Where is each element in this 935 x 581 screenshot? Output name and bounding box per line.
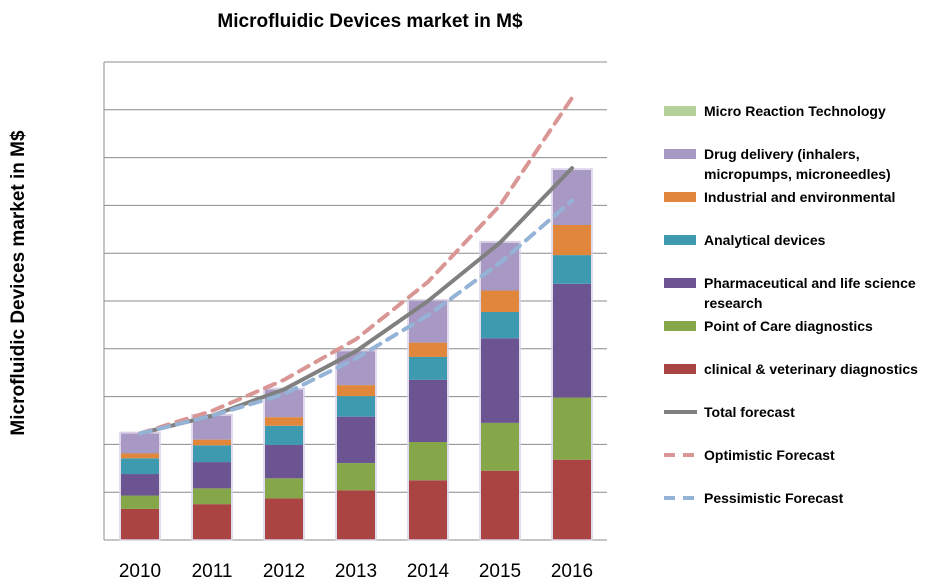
legend-label-5-0: Point of Care diagnostics (704, 318, 873, 334)
bar-2013-series-4 (337, 385, 375, 397)
legend-swatch-2 (664, 192, 696, 202)
legend-label-6-0: clinical & veterinary diagnostics (704, 361, 918, 377)
bar-2016-series-0 (553, 459, 591, 540)
bar-2012-series-3 (265, 425, 303, 445)
legend-swatch-0 (664, 106, 696, 116)
bar-2012-series-1 (265, 478, 303, 499)
bar-2015-series-1 (481, 422, 519, 471)
legend: Micro Reaction Technology Drug delivery (… (664, 103, 918, 506)
x-tick-label: 2013 (335, 561, 377, 581)
legend-label-8-0: Optimistic Forecast (704, 447, 835, 463)
x-tick-label: 2015 (479, 561, 521, 581)
x-tick-label: 2012 (263, 561, 305, 581)
bar-2011-series-3 (193, 445, 231, 463)
bar-2012-series-0 (265, 498, 303, 540)
legend-label-0-0: Micro Reaction Technology (704, 103, 886, 119)
bar-2016-series-4 (553, 224, 591, 256)
bar-2011-series-5 (193, 415, 231, 440)
forecast-line-1 (138, 95, 574, 436)
bar-2015-series-2 (481, 338, 519, 423)
bar-2011-series-4 (193, 439, 231, 446)
bar-2013-series-0 (337, 490, 375, 540)
bar-2014-series-0 (409, 480, 447, 540)
x-tick-label: 2011 (192, 561, 233, 581)
bar-2010-series-1 (121, 495, 159, 509)
legend-label-9-0: Pessimistic Forecast (704, 490, 844, 506)
chart-title: Microfluidic Devices market in M$ (217, 11, 523, 32)
legend-label-1-0: Drug delivery (inhalers, (704, 146, 860, 162)
legend-label-7-0: Total forecast (704, 404, 795, 420)
bar-2012-series-2 (265, 444, 303, 479)
x-tick-label: 2010 (119, 561, 161, 581)
bar-2011-series-1 (193, 488, 231, 505)
bar-2015-series-4 (481, 290, 519, 312)
bar-2014-series-1 (409, 442, 447, 481)
bar-2016-series-5 (553, 170, 591, 225)
legend-label-4-0: Pharmaceutical and life science (704, 275, 916, 291)
legend-swatch-1 (664, 149, 696, 159)
bar-2014-series-4 (409, 342, 447, 357)
legend-label-3-0: Analytical devices (704, 232, 826, 248)
legend-swatch-5 (664, 321, 696, 331)
bar-2014-series-2 (409, 379, 447, 443)
bar-2015-series-0 (481, 470, 519, 540)
bar-2010-series-0 (121, 508, 159, 540)
forecast-lines (138, 95, 574, 436)
bar-2013-series-2 (337, 416, 375, 464)
bar-2010-series-4 (121, 453, 159, 459)
legend-label-1-1: micropumps, microneedles) (704, 166, 891, 182)
bar-2011-series-0 (193, 504, 231, 540)
bar-2014-series-3 (409, 356, 447, 380)
legend-swatch-4 (664, 278, 696, 288)
bar-2012-series-4 (265, 417, 303, 426)
y-axis-label: Microfluidic Devices market in M$ (8, 130, 29, 436)
x-tick-label: 2016 (551, 561, 593, 581)
x-tick-label: 2014 (407, 561, 450, 581)
legend-swatch-3 (664, 235, 696, 245)
stacked-bars (119, 168, 593, 541)
bar-2010-series-5 (121, 433, 159, 454)
bar-2016-series-1 (553, 397, 591, 460)
forecast-line-2 (138, 198, 574, 436)
bar-2013-series-1 (337, 463, 375, 491)
bar-2016-series-2 (553, 283, 591, 398)
legend-label-4-1: research (704, 295, 762, 311)
bar-2016-series-3 (553, 255, 591, 284)
bar-2010-series-3 (121, 458, 159, 475)
bar-2013-series-3 (337, 396, 375, 417)
x-axis-ticks: 2010 2011 2012 2013 2014 2015 2016 (119, 561, 593, 581)
legend-label-2-0: Industrial and environmental (704, 189, 895, 205)
bar-2015-series-3 (481, 311, 519, 339)
bar-2011-series-2 (193, 462, 231, 489)
bar-2010-series-2 (121, 474, 159, 496)
legend-swatch-6 (664, 364, 696, 374)
grid-lines (103, 61, 607, 541)
